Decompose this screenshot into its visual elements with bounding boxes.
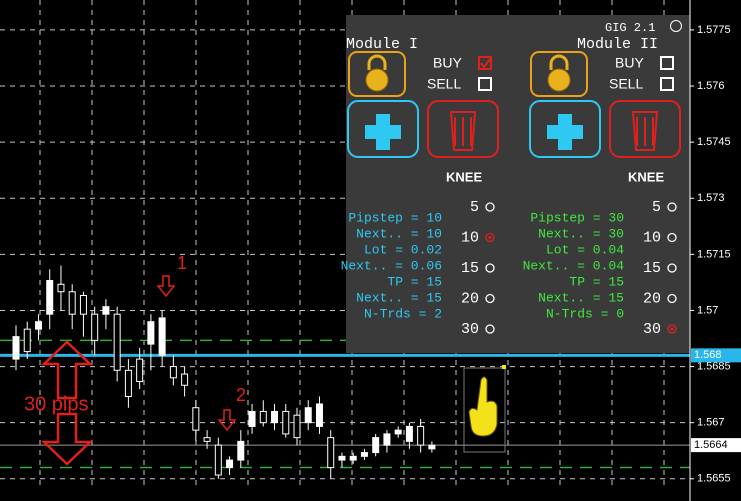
y-tick-label: 1.5715 — [697, 248, 731, 260]
knee-title: KNEE — [446, 169, 482, 184]
annotation: 2 — [236, 385, 246, 405]
candle-body — [238, 441, 244, 460]
stat-line: Next.. = 15 — [538, 290, 624, 305]
stat-line: Next.. = 15 — [356, 290, 442, 305]
knee-level: 10 — [643, 229, 661, 246]
candle-body — [249, 411, 255, 426]
knee-level: 30 — [643, 321, 661, 338]
sell-label: SELL — [609, 76, 643, 92]
stat-line: Lot = 0.04 — [546, 242, 624, 257]
candle-body — [227, 460, 233, 467]
candle-body — [114, 314, 120, 370]
y-tick-label: 1.5775 — [697, 24, 731, 36]
stat-line: N-Trds = 0 — [546, 306, 624, 321]
candle-body — [148, 322, 154, 344]
knee-level: 15 — [643, 260, 661, 277]
sell-label: SELL — [427, 76, 461, 92]
candle-body — [159, 318, 165, 355]
y-tick-label: 1.5745 — [697, 136, 731, 148]
knee-title: KNEE — [628, 169, 664, 184]
candle-body — [103, 307, 109, 314]
annotation: 30 pips — [24, 393, 89, 415]
knee-level: 20 — [643, 290, 661, 307]
candle-body — [58, 284, 64, 291]
y-tick-label: 1.5655 — [697, 473, 731, 485]
knee-level: 5 — [652, 199, 661, 216]
candle-body — [294, 415, 300, 437]
stat-line: Next.. = 10 — [356, 226, 442, 241]
candle-body — [204, 438, 210, 442]
annotation: 1 — [177, 253, 187, 273]
candle-body — [316, 404, 322, 426]
knee-level: 20 — [461, 290, 479, 307]
candle-body — [80, 295, 86, 314]
version: GIG 2.1 — [605, 21, 655, 35]
module-title: Module II — [577, 36, 658, 53]
buy-label: BUY — [615, 55, 644, 71]
y-tick-label: 1.573 — [697, 192, 725, 204]
trash-icon — [633, 112, 657, 150]
stat-line: Pipstep = 30 — [530, 210, 624, 225]
buy-label: BUY — [433, 55, 462, 71]
lock-icon — [548, 69, 570, 91]
candle-body — [373, 438, 379, 453]
stat-line: Pipstep = 10 — [348, 210, 442, 225]
knee-radio-dot — [488, 236, 491, 239]
price-tag: 1.5664 — [694, 439, 728, 451]
knee-level: 30 — [461, 321, 479, 338]
candle-body — [272, 411, 278, 422]
knee-radio-dot — [670, 327, 673, 330]
stat-line: Next.. = 30 — [538, 226, 624, 241]
candle-body — [339, 456, 345, 460]
candle-body — [170, 367, 176, 378]
candle-body — [328, 438, 334, 468]
chart: 1 2 30 pips GIG 2.1 Module I BUY SELL KNEE 5… — [0, 0, 741, 501]
stat-line: Lot = 0.02 — [364, 242, 442, 257]
candle-body — [125, 370, 131, 396]
y-tick-label: 1.567 — [697, 417, 725, 429]
candle-body — [182, 374, 188, 385]
candle-body — [283, 411, 289, 433]
candle-body — [350, 456, 356, 460]
knee-level: 15 — [461, 260, 479, 277]
candle-body — [69, 292, 75, 314]
stat-line: Next.. = 0.06 — [341, 258, 442, 273]
page: {"chart_data": { "type": "candlestick", … — [0, 0, 741, 501]
candle-body — [35, 322, 41, 329]
candle-body — [384, 434, 390, 445]
candle-body — [92, 314, 98, 340]
module-title: Module I — [346, 36, 418, 53]
y-tick-label: 1.576 — [697, 80, 725, 92]
candle-body — [418, 426, 424, 445]
knee-level: 10 — [461, 229, 479, 246]
knee-level: 5 — [470, 199, 479, 216]
candle-body — [429, 445, 435, 449]
candle-body — [47, 281, 53, 315]
candle-body — [215, 445, 221, 475]
price-tag: 1.568 — [694, 349, 722, 361]
trash-icon — [451, 112, 475, 150]
candle-body — [24, 329, 30, 351]
candle-body — [260, 411, 266, 422]
lock-icon — [366, 69, 388, 91]
candle-body — [305, 408, 311, 423]
stat-line: TP = 15 — [387, 274, 442, 289]
stat-line: N-Trds = 2 — [364, 306, 442, 321]
candle-body — [406, 426, 412, 441]
stat-line: Next.. = 0.04 — [523, 258, 625, 273]
candle-body — [395, 430, 401, 434]
candle-body — [13, 337, 19, 359]
candle-body — [361, 453, 367, 457]
marker — [502, 365, 506, 369]
y-tick-label: 1.57 — [697, 304, 718, 316]
stat-line: TP = 15 — [569, 274, 624, 289]
candle-body — [193, 408, 199, 430]
candle-body — [137, 359, 143, 381]
